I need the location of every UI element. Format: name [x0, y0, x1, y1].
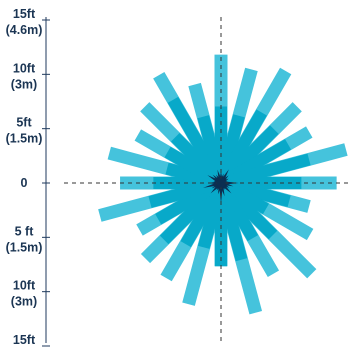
y-tick-sublabel: (1.5m) — [6, 240, 43, 254]
y-tick-label: 10ft — [13, 61, 36, 75]
middle-bar-345 — [197, 115, 227, 185]
y-tick-label: 5ft — [16, 116, 32, 130]
y-tick-sublabel: (1.5m) — [6, 132, 43, 146]
center-dot — [216, 178, 226, 188]
y-tick-label: 15ft — [13, 333, 36, 347]
middle-bar-105 — [219, 177, 291, 208]
middle-bar-30 — [215, 109, 267, 186]
y-tick-label: 0 — [21, 176, 28, 190]
y-tick-labels: 15ft (4.6m) 10ft (3m) 5ft (1.5m) 0 5 ft (1.5m) 10… — [6, 7, 43, 347]
y-tick-sublabel: (3m) — [11, 295, 37, 309]
middle-bar-195 — [197, 181, 227, 249]
y-tick-label: 5 ft — [15, 224, 35, 238]
y-tick-label: 15ft — [13, 7, 36, 21]
y-tick-label: 10ft — [13, 279, 36, 293]
y-axis — [42, 17, 50, 347]
y-tick-sublabel: (4.6m) — [6, 23, 43, 37]
y-tick-sublabel: (3m) — [11, 77, 37, 91]
